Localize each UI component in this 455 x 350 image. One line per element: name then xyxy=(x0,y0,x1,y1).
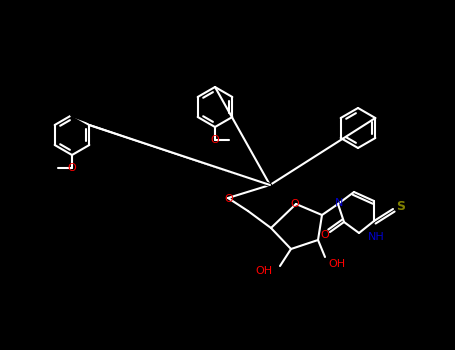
Text: O: O xyxy=(291,199,299,209)
Text: N: N xyxy=(335,198,343,208)
Text: O: O xyxy=(321,230,329,240)
Text: O: O xyxy=(211,135,219,145)
Text: OH: OH xyxy=(328,259,345,269)
Text: S: S xyxy=(396,201,405,214)
Text: OH: OH xyxy=(255,266,272,276)
Text: NH: NH xyxy=(368,232,385,242)
Text: O: O xyxy=(68,163,76,173)
Text: O: O xyxy=(225,194,233,204)
